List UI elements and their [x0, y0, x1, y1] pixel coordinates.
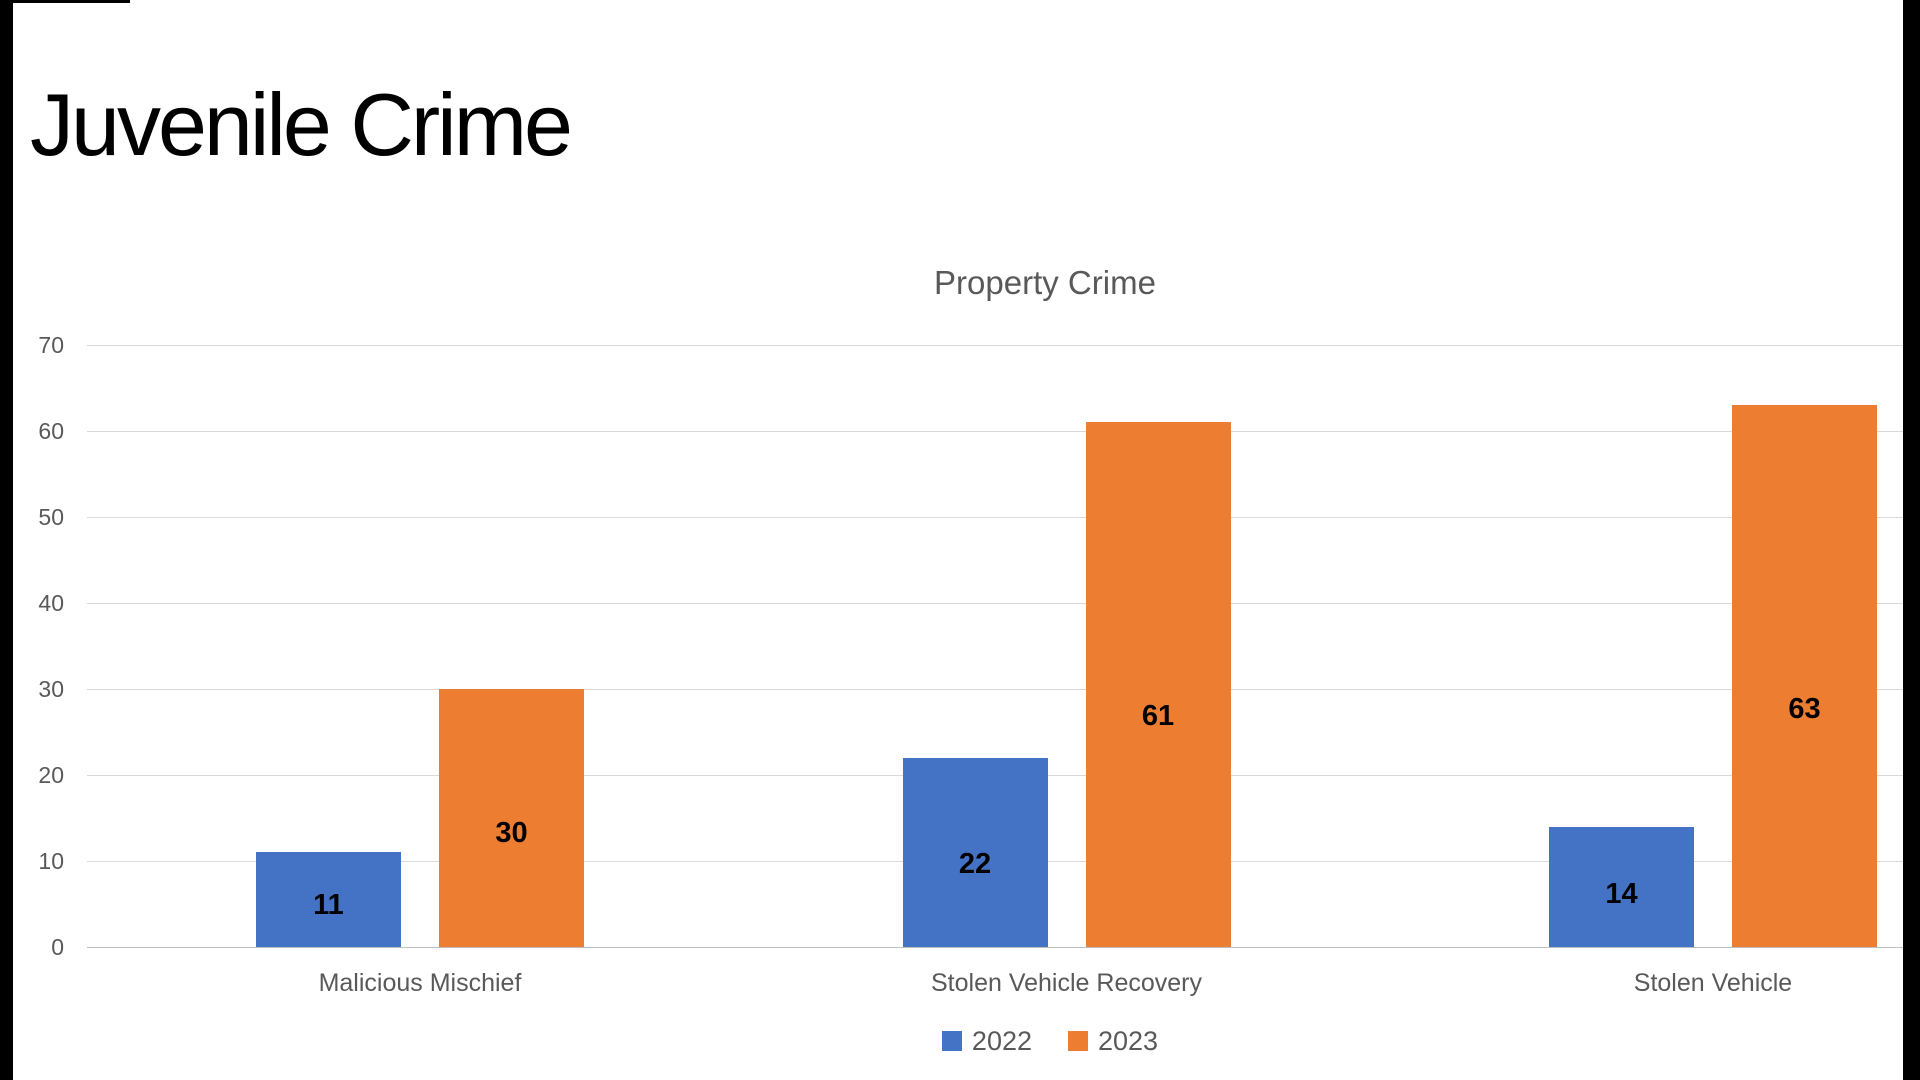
y-axis-tick-label: 30 [38, 676, 64, 702]
data-label-2022: 14 [1605, 878, 1638, 911]
letterbox-right [1903, 0, 1920, 1080]
gridline-y40 [87, 603, 1903, 604]
gridline-y50 [87, 517, 1903, 518]
bar-2023 [1732, 405, 1877, 947]
y-axis-tick-label: 50 [38, 504, 64, 530]
data-label-2022: 11 [313, 889, 344, 922]
chart-legend: 2022 2023 [820, 1026, 1280, 1056]
gridline-y30 [87, 689, 1903, 690]
bar-2022 [902, 757, 1048, 947]
bar-2023 [1085, 422, 1231, 947]
gridline-y70 [87, 345, 1903, 346]
category-label: Stolen Vehicle Recovery [931, 969, 1202, 997]
bar-2022 [1549, 826, 1694, 947]
y-axis-tick-label: 10 [38, 848, 64, 874]
y-axis-tick-label: 0 [51, 934, 64, 960]
legend-swatch-icon [941, 1031, 962, 1051]
y-axis-tick-label: 60 [38, 418, 64, 444]
legend-item-2022: 2022 [941, 1026, 1032, 1056]
category-label: Malicious Mischief [318, 969, 522, 997]
data-label-2022: 22 [958, 847, 992, 880]
letterbox-left [0, 0, 13, 1080]
gridline-y0 [87, 947, 1903, 948]
data-label-2023: 63 [1788, 692, 1821, 725]
category-label: Stolen Vehicle [1633, 969, 1793, 997]
data-label-2023: 61 [1141, 700, 1175, 733]
bar-2022 [256, 852, 401, 947]
gridline-y60 [87, 431, 1903, 432]
slide-title: Juvenile Crime [30, 74, 573, 174]
legend-label: 2023 [1098, 1026, 1159, 1056]
data-label-2023: 30 [495, 817, 528, 850]
y-axis-tick-label: 20 [38, 762, 64, 788]
legend-label: 2022 [971, 1026, 1032, 1056]
letterbox-top [0, 0, 130, 3]
legend-item-2023: 2023 [1068, 1026, 1158, 1056]
bar-2023 [439, 689, 584, 947]
chart-title: Property Crime [934, 264, 1156, 301]
legend-swatch-icon [1068, 1031, 1088, 1051]
y-axis-tick-label: 40 [38, 590, 64, 616]
y-axis-tick-label: 70 [38, 332, 64, 358]
